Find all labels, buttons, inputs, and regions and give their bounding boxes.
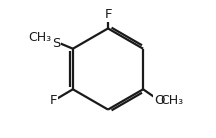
Text: CH₃: CH₃ — [161, 94, 184, 107]
Text: O: O — [154, 94, 165, 107]
Text: F: F — [104, 8, 112, 21]
Text: CH₃: CH₃ — [28, 31, 51, 44]
Text: F: F — [50, 94, 58, 107]
Text: S: S — [52, 37, 61, 50]
